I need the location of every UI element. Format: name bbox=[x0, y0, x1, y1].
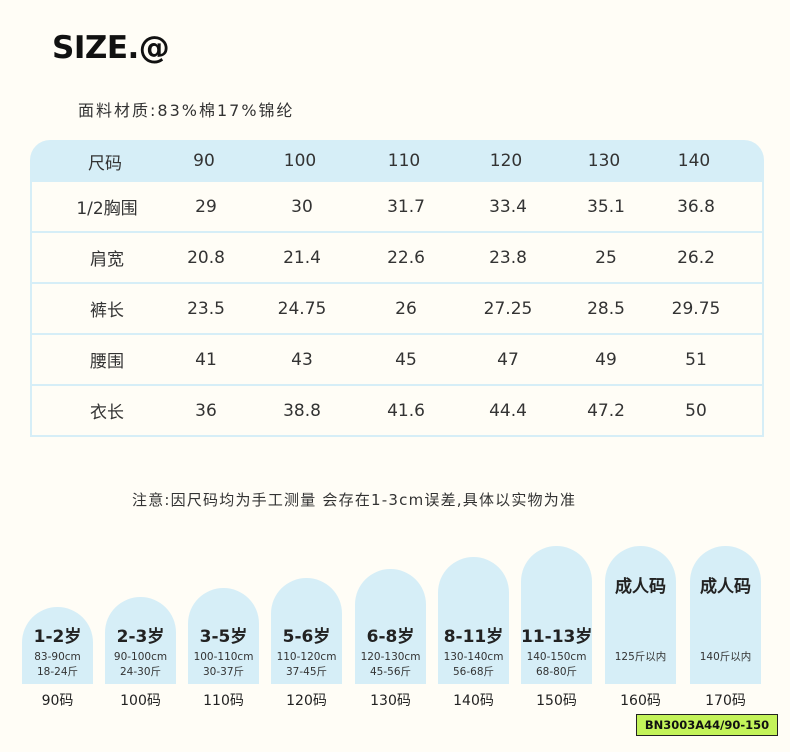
size-card-height: 140-150cm bbox=[526, 651, 587, 663]
table-cell: 20.8 bbox=[187, 247, 225, 268]
size-card-weight: 24-30斤 bbox=[119, 666, 161, 678]
table-row: 腰围 41 43 45 47 49 51 bbox=[32, 333, 762, 384]
header-cell: 90 bbox=[193, 151, 215, 171]
size-card-weight: 56-68斤 bbox=[452, 666, 494, 678]
table-cell: 43 bbox=[291, 349, 313, 370]
table-row: 肩宽 20.8 21.4 22.6 23.8 25 26.2 bbox=[32, 231, 762, 282]
header-cell: 130 bbox=[587, 151, 621, 171]
size-card-weight: 18-24斤 bbox=[36, 666, 78, 678]
table-cell: 41 bbox=[195, 349, 217, 370]
size-card-height: 83-90cm bbox=[34, 651, 81, 663]
size-card: 成人码 125斤以内 bbox=[605, 546, 676, 684]
row-label: 腰围 bbox=[90, 352, 124, 372]
table-cell: 44.4 bbox=[489, 400, 527, 421]
product-code-badge: BN3003A44/90-150 bbox=[636, 714, 778, 736]
table-cell: 30 bbox=[291, 196, 313, 217]
size-card-age: 5-6岁 bbox=[282, 627, 331, 647]
table-cell: 21.4 bbox=[283, 247, 321, 268]
size-card-weight: 30-37斤 bbox=[202, 666, 244, 678]
row-label: 1/2胸围 bbox=[76, 199, 138, 219]
size-card-label: 130码 bbox=[370, 693, 411, 709]
size-card: 6-8岁 120-130cm 45-56斤 bbox=[355, 569, 426, 684]
table-cell: 31.7 bbox=[387, 196, 425, 217]
table-cell: 26 bbox=[395, 298, 417, 319]
size-card-age: 11-13岁 bbox=[521, 627, 593, 647]
header-cell: 120 bbox=[489, 151, 523, 171]
size-card-age: 6-8岁 bbox=[366, 627, 415, 647]
size-card: 5-6岁 110-120cm 37-45斤 bbox=[271, 578, 342, 684]
table-cell: 47 bbox=[497, 349, 519, 370]
size-card-label: 140码 bbox=[453, 693, 494, 709]
table-cell: 29.75 bbox=[671, 298, 721, 319]
table-cell: 24.75 bbox=[277, 298, 327, 319]
size-table: 尺码 90 100 110 120 130 140 1/2胸围 29 30 31.7 33.4 35.… bbox=[30, 140, 764, 437]
table-row: 衣长 36 38.8 41.6 44.4 47.2 50 bbox=[32, 384, 762, 435]
size-card-weight: 45-56斤 bbox=[369, 666, 411, 678]
size-card-age: 8-11岁 bbox=[443, 627, 504, 647]
size-card-label: 160码 bbox=[620, 693, 661, 709]
size-card-height: 140斤以内 bbox=[699, 651, 752, 663]
table-cell: 27.25 bbox=[483, 298, 533, 319]
size-table-header: 尺码 90 100 110 120 130 140 bbox=[30, 140, 764, 182]
size-card-height: 120-130cm bbox=[360, 651, 421, 663]
table-cell: 33.4 bbox=[489, 196, 527, 217]
size-card-label: 170码 bbox=[705, 693, 746, 709]
size-card-height: 110-120cm bbox=[276, 651, 337, 663]
header-cell: 尺码 bbox=[88, 153, 122, 174]
size-card-weight: 37-45斤 bbox=[285, 666, 327, 678]
table-row: 1/2胸围 29 30 31.7 33.4 35.1 36.8 bbox=[32, 182, 762, 231]
header-cell: 100 bbox=[283, 151, 317, 171]
table-cell: 50 bbox=[685, 400, 707, 421]
table-cell: 36.8 bbox=[677, 196, 715, 217]
row-label: 裤长 bbox=[90, 301, 124, 321]
table-cell: 49 bbox=[595, 349, 617, 370]
size-card-weight: 68-80斤 bbox=[535, 666, 577, 678]
size-card-label: 120码 bbox=[286, 693, 327, 709]
size-card-age: 2-3岁 bbox=[116, 627, 165, 647]
size-card-label: 110码 bbox=[203, 693, 244, 709]
table-cell: 25 bbox=[595, 247, 617, 268]
table-cell: 23.5 bbox=[187, 298, 225, 319]
size-card-label: 150码 bbox=[536, 693, 577, 709]
size-card-age: 3-5岁 bbox=[199, 627, 248, 647]
material-info: 面料材质:83%棉17%锦纶 bbox=[78, 101, 295, 120]
table-cell: 38.8 bbox=[283, 400, 321, 421]
page-title: SIZE.@ bbox=[52, 30, 170, 66]
size-card-age: 成人码 bbox=[700, 577, 751, 597]
size-card-height: 125斤以内 bbox=[614, 651, 667, 663]
size-card-label: 100码 bbox=[120, 693, 161, 709]
table-cell: 22.6 bbox=[387, 247, 425, 268]
measurement-note: 注意:因尺码均为手工测量 会存在1-3cm误差,具体以实物为准 bbox=[132, 491, 577, 509]
size-card: 3-5岁 100-110cm 30-37斤 bbox=[188, 588, 259, 684]
size-card-age: 成人码 bbox=[615, 577, 666, 597]
table-cell: 41.6 bbox=[387, 400, 425, 421]
size-card-height: 90-100cm bbox=[113, 651, 168, 663]
table-cell: 28.5 bbox=[587, 298, 625, 319]
header-cell: 140 bbox=[677, 151, 711, 171]
table-cell: 47.2 bbox=[587, 400, 625, 421]
size-card: 成人码 140斤以内 bbox=[690, 546, 761, 684]
table-cell: 23.8 bbox=[489, 247, 527, 268]
size-card-height: 100-110cm bbox=[193, 651, 254, 663]
row-label: 衣长 bbox=[90, 403, 124, 423]
table-cell: 29 bbox=[195, 196, 217, 217]
size-card-age: 1-2岁 bbox=[33, 627, 82, 647]
table-cell: 35.1 bbox=[587, 196, 625, 217]
row-label: 肩宽 bbox=[90, 250, 124, 270]
size-table-body: 1/2胸围 29 30 31.7 33.4 35.1 36.8 肩宽 20.8 21.4 22.6 2… bbox=[30, 182, 764, 437]
table-cell: 51 bbox=[685, 349, 707, 370]
table-row: 裤长 23.5 24.75 26 27.25 28.5 29.75 bbox=[32, 282, 762, 333]
size-card: 1-2岁 83-90cm 18-24斤 bbox=[22, 607, 93, 684]
header-cell: 110 bbox=[387, 151, 421, 171]
table-cell: 26.2 bbox=[677, 247, 715, 268]
size-card: 2-3岁 90-100cm 24-30斤 bbox=[105, 597, 176, 684]
size-card: 8-11岁 130-140cm 56-68斤 bbox=[438, 557, 509, 684]
table-cell: 36 bbox=[195, 400, 217, 421]
size-card-height: 130-140cm bbox=[443, 651, 504, 663]
table-cell: 45 bbox=[395, 349, 417, 370]
size-card: 11-13岁 140-150cm 68-80斤 bbox=[521, 546, 592, 684]
size-card-label: 90码 bbox=[41, 693, 74, 709]
